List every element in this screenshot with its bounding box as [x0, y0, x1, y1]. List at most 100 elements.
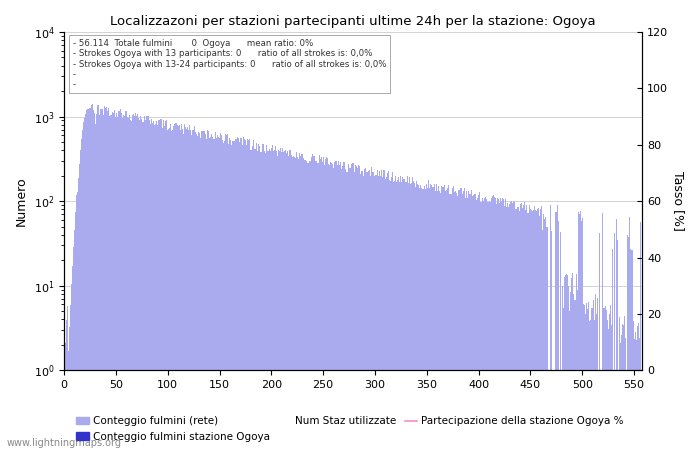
Bar: [592, 308, 593, 450]
Bar: [526, 205, 527, 450]
Bar: [531, 210, 532, 450]
Bar: [417, 184, 418, 450]
Bar: [182, 129, 183, 450]
Bar: [174, 125, 176, 450]
Bar: [591, 308, 592, 450]
Bar: [441, 186, 442, 450]
Bar: [345, 170, 346, 450]
Bar: [249, 139, 250, 450]
Bar: [475, 194, 476, 450]
Bar: [97, 105, 98, 450]
Bar: [234, 139, 236, 450]
Bar: [216, 139, 217, 450]
Bar: [334, 162, 335, 450]
Bar: [571, 278, 573, 450]
Bar: [111, 115, 112, 450]
Bar: [325, 159, 326, 450]
Bar: [355, 165, 356, 450]
Bar: [85, 114, 86, 450]
Bar: [184, 124, 185, 450]
Bar: [134, 117, 135, 450]
Bar: [590, 320, 591, 450]
Bar: [555, 212, 556, 450]
Bar: [212, 137, 213, 450]
Bar: [458, 190, 459, 450]
Bar: [426, 184, 427, 450]
Bar: [422, 189, 423, 450]
Bar: [281, 153, 282, 450]
Bar: [463, 188, 465, 450]
Bar: [469, 194, 470, 450]
Bar: [172, 130, 174, 450]
Bar: [286, 153, 288, 450]
Bar: [551, 230, 552, 450]
Bar: [300, 156, 301, 450]
Bar: [219, 138, 220, 450]
Bar: [444, 185, 445, 450]
Bar: [401, 182, 402, 450]
Bar: [132, 115, 133, 450]
Bar: [487, 202, 489, 450]
Bar: [92, 110, 94, 450]
Bar: [103, 115, 104, 450]
Bar: [507, 203, 508, 450]
Bar: [519, 204, 521, 450]
Bar: [430, 184, 431, 450]
Bar: [593, 300, 594, 450]
Bar: [533, 210, 534, 450]
Bar: [596, 314, 597, 450]
Bar: [206, 130, 208, 450]
Bar: [318, 155, 319, 450]
Bar: [162, 128, 163, 450]
Bar: [515, 209, 517, 450]
Bar: [581, 221, 582, 450]
Bar: [495, 198, 496, 450]
Bar: [623, 325, 624, 450]
Bar: [94, 112, 95, 450]
Bar: [579, 214, 580, 450]
Bar: [387, 173, 388, 450]
Bar: [82, 130, 83, 450]
Bar: [414, 183, 415, 450]
Bar: [552, 370, 553, 450]
Bar: [439, 191, 440, 450]
Bar: [446, 190, 447, 450]
Bar: [209, 138, 210, 450]
Bar: [298, 159, 299, 450]
Bar: [253, 140, 254, 450]
Bar: [278, 150, 279, 450]
Bar: [346, 172, 347, 450]
Bar: [425, 189, 426, 450]
Bar: [553, 370, 554, 450]
Bar: [431, 185, 433, 450]
Bar: [530, 209, 531, 450]
Bar: [262, 144, 264, 450]
Bar: [256, 143, 258, 450]
Bar: [124, 116, 125, 450]
Bar: [627, 235, 629, 450]
Bar: [84, 118, 85, 450]
Bar: [521, 203, 522, 450]
Bar: [356, 166, 357, 450]
Bar: [589, 321, 590, 450]
Bar: [560, 232, 561, 450]
Bar: [353, 163, 354, 450]
Bar: [310, 161, 312, 450]
Bar: [183, 134, 184, 450]
Bar: [196, 134, 197, 450]
Bar: [474, 194, 475, 450]
Bar: [362, 171, 363, 450]
Bar: [559, 370, 560, 450]
Bar: [148, 120, 150, 450]
Bar: [344, 162, 345, 450]
Bar: [170, 124, 172, 450]
Bar: [244, 139, 245, 450]
Bar: [337, 165, 338, 450]
Bar: [389, 180, 390, 450]
Bar: [633, 321, 634, 450]
Bar: [66, 306, 68, 450]
Bar: [385, 179, 386, 450]
Bar: [506, 207, 507, 450]
Bar: [365, 168, 366, 450]
Bar: [349, 168, 351, 450]
